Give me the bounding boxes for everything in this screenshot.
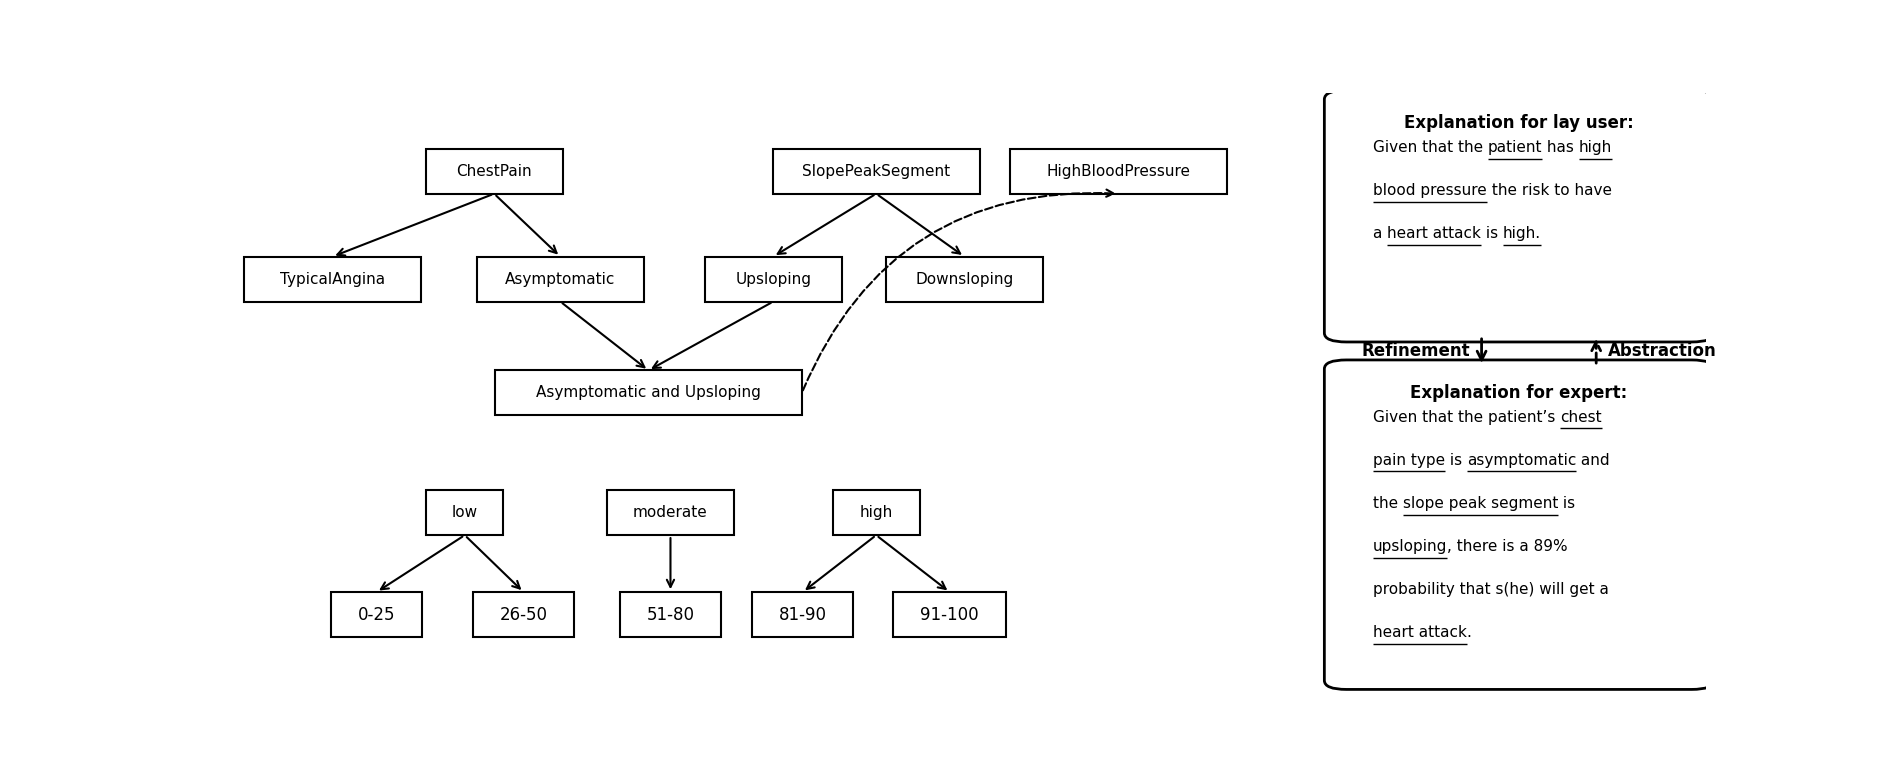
FancyBboxPatch shape [427, 149, 563, 194]
FancyBboxPatch shape [476, 257, 645, 302]
Text: asymptomatic: asymptomatic [1468, 453, 1576, 468]
Text: Explanation for lay user:: Explanation for lay user: [1405, 114, 1634, 132]
Text: upsloping: upsloping [1373, 539, 1447, 554]
Text: heart attack: heart attack [1388, 226, 1481, 241]
FancyBboxPatch shape [495, 370, 802, 415]
Text: Asymptomatic: Asymptomatic [504, 272, 616, 286]
FancyBboxPatch shape [1011, 149, 1227, 194]
Text: is: is [1481, 226, 1504, 241]
FancyBboxPatch shape [705, 257, 842, 302]
Text: 91-100: 91-100 [920, 605, 978, 623]
Text: SlopePeakSegment: SlopePeakSegment [802, 163, 950, 179]
FancyBboxPatch shape [427, 490, 502, 535]
Text: heart attack: heart attack [1373, 626, 1468, 640]
FancyBboxPatch shape [607, 490, 734, 535]
Text: is: is [1559, 496, 1576, 511]
Text: pain type: pain type [1373, 453, 1445, 468]
Text: 26-50: 26-50 [499, 605, 548, 623]
Text: .: . [1468, 626, 1471, 640]
Text: ChestPain: ChestPain [457, 163, 533, 179]
Text: HighBloodPressure: HighBloodPressure [1047, 163, 1191, 179]
Text: Asymptomatic and Upsloping: Asymptomatic and Upsloping [537, 385, 760, 401]
FancyBboxPatch shape [332, 592, 423, 637]
FancyBboxPatch shape [1323, 360, 1714, 689]
FancyBboxPatch shape [774, 149, 980, 194]
Text: the risk to have: the risk to have [1486, 184, 1612, 198]
Text: Upsloping: Upsloping [736, 272, 811, 286]
Text: 0-25: 0-25 [358, 605, 396, 623]
Text: Given that the patient’s: Given that the patient’s [1373, 410, 1560, 425]
Text: Abstraction: Abstraction [1608, 342, 1716, 360]
Text: probability that s(he) will get a: probability that s(he) will get a [1373, 582, 1608, 598]
FancyBboxPatch shape [620, 592, 720, 637]
FancyBboxPatch shape [472, 592, 574, 637]
Text: Refinement: Refinement [1361, 342, 1469, 360]
Text: Given that the: Given that the [1373, 140, 1488, 155]
FancyBboxPatch shape [753, 592, 853, 637]
Text: chest: chest [1560, 410, 1602, 425]
Text: patient: patient [1488, 140, 1541, 155]
Text: a: a [1373, 226, 1388, 241]
FancyBboxPatch shape [832, 490, 920, 535]
FancyBboxPatch shape [885, 257, 1043, 302]
Text: 81-90: 81-90 [779, 605, 827, 623]
Text: , there is a 89%: , there is a 89% [1447, 539, 1568, 554]
Text: has: has [1541, 140, 1579, 155]
Text: Explanation for expert:: Explanation for expert: [1411, 384, 1627, 402]
Text: moderate: moderate [633, 505, 707, 520]
Text: is: is [1445, 453, 1468, 468]
Text: low: low [451, 505, 478, 520]
Text: and: and [1576, 453, 1610, 468]
FancyBboxPatch shape [245, 257, 421, 302]
Text: TypicalAngina: TypicalAngina [281, 272, 385, 286]
Text: Downsloping: Downsloping [916, 272, 1014, 286]
Text: high: high [1579, 140, 1612, 155]
Text: blood pressure: blood pressure [1373, 184, 1486, 198]
Text: slope peak segment: slope peak segment [1403, 496, 1559, 511]
Text: high.: high. [1504, 226, 1541, 241]
Text: high: high [859, 505, 893, 520]
Text: the: the [1373, 496, 1403, 511]
FancyBboxPatch shape [893, 592, 1007, 637]
FancyBboxPatch shape [1323, 90, 1714, 342]
Text: 51-80: 51-80 [647, 605, 694, 623]
